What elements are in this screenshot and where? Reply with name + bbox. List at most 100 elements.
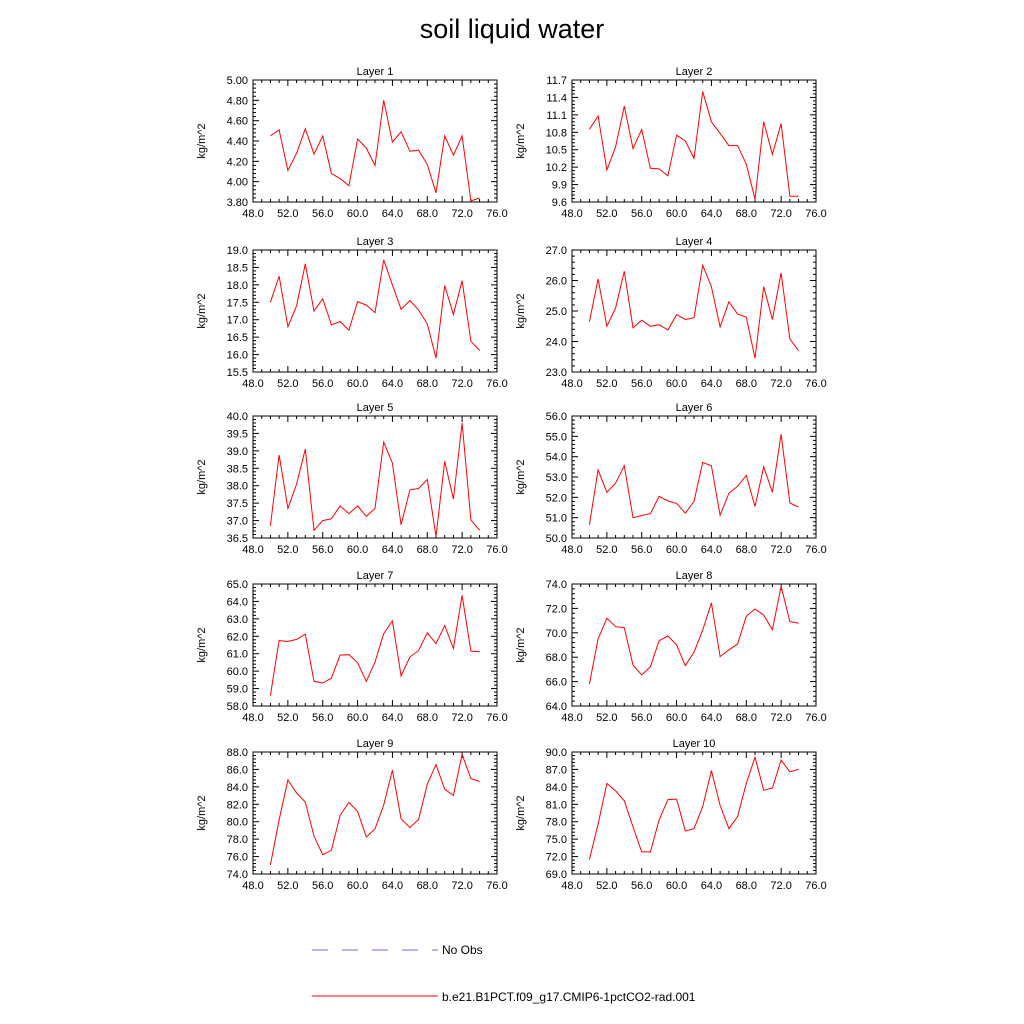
y-tick-label: 17.0 bbox=[227, 315, 248, 327]
x-tick-label: 72.0 bbox=[451, 208, 472, 220]
x-tick-label: 48.0 bbox=[242, 712, 263, 724]
y-tick-label: 11.1 bbox=[546, 110, 567, 122]
y-tick-label: 3.80 bbox=[227, 197, 248, 209]
x-tick-label: 56.0 bbox=[312, 544, 333, 556]
y-tick-label: 78.0 bbox=[546, 817, 567, 829]
y-tick-label: 37.5 bbox=[227, 498, 248, 510]
y-tick-label: 4.80 bbox=[227, 95, 248, 107]
y-tick-label: 72.0 bbox=[546, 852, 567, 864]
x-tick-label: 48.0 bbox=[561, 544, 582, 556]
series-line bbox=[588, 755, 799, 860]
x-tick-label: 72.0 bbox=[770, 208, 791, 220]
x-tick-label: 56.0 bbox=[312, 880, 333, 892]
series-line bbox=[588, 586, 799, 685]
x-tick-label: 52.0 bbox=[596, 208, 617, 220]
x-tick-label: 64.0 bbox=[701, 880, 722, 892]
y-axis-label: kg/m^2 bbox=[196, 627, 208, 662]
y-tick-label: 66.0 bbox=[546, 677, 567, 689]
x-tick-label: 68.0 bbox=[736, 712, 757, 724]
panel-title: Layer 7 bbox=[357, 570, 394, 582]
panel-title: Layer 10 bbox=[673, 738, 716, 750]
chart-panel-6: Layer 6 kg/m^2 48.0 52.0 56.0 60.0 64.0 68.0 72.… bbox=[515, 402, 827, 556]
x-tick-label: 52.0 bbox=[277, 712, 298, 724]
y-tick-label: 70.0 bbox=[546, 628, 567, 640]
y-tick-label: 11.7 bbox=[546, 75, 567, 87]
y-tick-label: 40.0 bbox=[227, 411, 248, 423]
y-tick-label: 51.0 bbox=[546, 513, 567, 525]
x-tick-label: 60.0 bbox=[666, 378, 687, 390]
x-tick-label: 52.0 bbox=[596, 378, 617, 390]
plot-frame bbox=[571, 79, 817, 203]
y-tick-label: 54.0 bbox=[546, 452, 567, 464]
panel-title: Layer 8 bbox=[676, 570, 713, 582]
x-tick-label: 72.0 bbox=[770, 712, 791, 724]
series-line bbox=[269, 752, 480, 865]
x-tick-label: 72.0 bbox=[770, 880, 791, 892]
plot-frame bbox=[571, 751, 817, 875]
y-axis-label: kg/m^2 bbox=[196, 123, 208, 158]
y-tick-label: 9.6 bbox=[552, 197, 567, 209]
y-axis-label: kg/m^2 bbox=[196, 795, 208, 830]
x-tick-label: 68.0 bbox=[417, 712, 438, 724]
y-tick-label: 24.0 bbox=[546, 337, 567, 349]
series-line bbox=[269, 259, 480, 359]
y-tick-label: 68.0 bbox=[546, 652, 567, 664]
y-tick-label: 27.0 bbox=[546, 245, 567, 257]
x-tick-label: 48.0 bbox=[242, 208, 263, 220]
x-tick-label: 60.0 bbox=[347, 208, 368, 220]
y-axis-label: kg/m^2 bbox=[515, 459, 527, 494]
y-tick-label: 55.0 bbox=[546, 431, 567, 443]
x-tick-label: 64.0 bbox=[382, 208, 403, 220]
chart-panel-9: Layer 9 kg/m^2 48.0 52.0 56.0 60.0 64.0 68.0 72.… bbox=[196, 738, 508, 892]
x-tick-label: 72.0 bbox=[451, 712, 472, 724]
y-tick-label: 62.0 bbox=[227, 631, 248, 643]
x-tick-label: 56.0 bbox=[631, 712, 652, 724]
x-tick-label: 76.0 bbox=[486, 544, 507, 556]
y-axis-label: kg/m^2 bbox=[515, 795, 527, 830]
y-tick-label: 10.8 bbox=[546, 127, 567, 139]
series-line bbox=[588, 263, 799, 359]
x-tick-label: 60.0 bbox=[347, 378, 368, 390]
x-tick-label: 56.0 bbox=[631, 208, 652, 220]
y-axis-label: kg/m^2 bbox=[515, 627, 527, 662]
x-tick-label: 76.0 bbox=[805, 378, 826, 390]
y-tick-label: 64.0 bbox=[546, 701, 567, 713]
panel-title: Layer 6 bbox=[676, 402, 713, 414]
x-tick-label: 72.0 bbox=[451, 544, 472, 556]
x-tick-label: 48.0 bbox=[561, 378, 582, 390]
chart-panel-3: Layer 3 kg/m^2 48.0 52.0 56.0 60.0 64.0 68.0 72.… bbox=[196, 236, 508, 390]
x-tick-label: 76.0 bbox=[486, 712, 507, 724]
y-tick-label: 59.0 bbox=[227, 684, 248, 696]
chart-panel-1: Layer 1 kg/m^2 48.0 52.0 56.0 60.0 64.0 68.0 72.… bbox=[196, 66, 508, 220]
chart-panel-10: Layer 10 kg/m^2 48.0 52.0 56.0 60.0 64.0 68.0 72… bbox=[515, 738, 827, 892]
y-tick-label: 5.00 bbox=[227, 75, 248, 87]
x-tick-label: 60.0 bbox=[666, 208, 687, 220]
y-tick-label: 84.0 bbox=[227, 782, 248, 794]
y-tick-label: 16.0 bbox=[227, 350, 248, 362]
x-tick-label: 64.0 bbox=[382, 712, 403, 724]
x-tick-label: 68.0 bbox=[417, 208, 438, 220]
x-tick-label: 48.0 bbox=[561, 880, 582, 892]
y-tick-label: 65.0 bbox=[227, 579, 248, 591]
y-tick-label: 11.4 bbox=[546, 92, 567, 104]
y-tick-label: 84.0 bbox=[546, 782, 567, 794]
x-tick-label: 60.0 bbox=[347, 880, 368, 892]
x-tick-label: 64.0 bbox=[701, 712, 722, 724]
x-tick-label: 68.0 bbox=[736, 378, 757, 390]
x-tick-label: 68.0 bbox=[736, 544, 757, 556]
y-tick-label: 23.0 bbox=[546, 367, 567, 379]
x-tick-label: 52.0 bbox=[596, 712, 617, 724]
x-tick-label: 60.0 bbox=[666, 544, 687, 556]
x-tick-label: 60.0 bbox=[347, 712, 368, 724]
x-tick-label: 76.0 bbox=[805, 544, 826, 556]
y-tick-label: 37.0 bbox=[227, 516, 248, 528]
y-tick-label: 52.0 bbox=[546, 492, 567, 504]
y-tick-label: 26.0 bbox=[546, 276, 567, 288]
x-tick-label: 76.0 bbox=[805, 208, 826, 220]
y-tick-label: 88.0 bbox=[227, 747, 248, 759]
y-tick-label: 39.0 bbox=[227, 446, 248, 458]
series-line bbox=[269, 595, 480, 696]
y-tick-label: 39.5 bbox=[227, 428, 248, 440]
series-line bbox=[269, 422, 480, 537]
y-axis-label: kg/m^2 bbox=[515, 293, 527, 328]
